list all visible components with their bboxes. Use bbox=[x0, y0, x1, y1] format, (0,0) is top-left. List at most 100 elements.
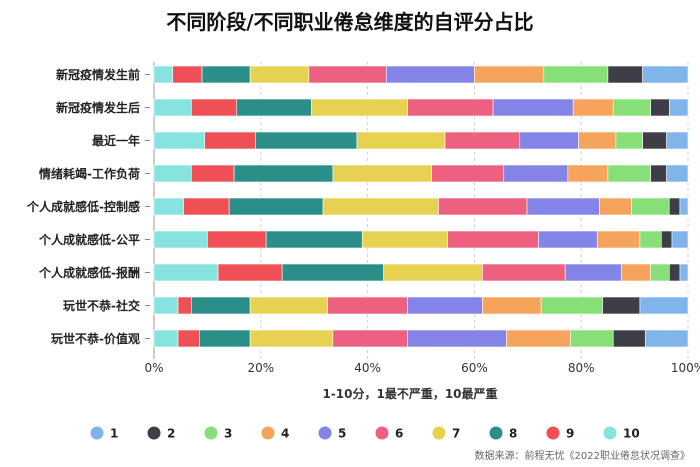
legend-swatch bbox=[375, 426, 389, 440]
category-label: 个人成就感低-报酬 bbox=[38, 265, 140, 280]
bar-segment bbox=[153, 263, 219, 282]
bar-segment bbox=[538, 230, 598, 249]
bar-segment bbox=[183, 197, 230, 216]
legend-swatch bbox=[147, 426, 161, 440]
bar-segment bbox=[671, 230, 689, 249]
bar-segment bbox=[607, 164, 651, 183]
bar-segment bbox=[540, 296, 603, 315]
bar-segment bbox=[249, 296, 328, 315]
bar-segment bbox=[543, 65, 609, 84]
bar-segment bbox=[666, 131, 689, 150]
bar-segment bbox=[526, 197, 600, 216]
legend-label: 5 bbox=[338, 427, 346, 441]
bar-segment bbox=[249, 65, 310, 84]
x-axis-ticks: 0% 20% 40% 60% 80% 100% bbox=[144, 361, 700, 375]
category-label: 玩世不恭-价值观 bbox=[51, 331, 140, 346]
bar-segment bbox=[492, 98, 574, 117]
bar-segment bbox=[322, 197, 439, 216]
bar-segment bbox=[407, 296, 483, 315]
bar-segment bbox=[596, 230, 641, 249]
bar-segment bbox=[506, 329, 571, 348]
bar-segment bbox=[177, 296, 192, 315]
bar-segment bbox=[236, 98, 312, 117]
bar-segment bbox=[564, 263, 622, 282]
bar-segment bbox=[570, 329, 614, 348]
category-label: 个人成就感低-控制感 bbox=[26, 199, 140, 214]
legend-label: 9 bbox=[566, 427, 574, 441]
legend-swatch bbox=[489, 426, 503, 440]
bar-segment bbox=[233, 164, 334, 183]
bar-segment bbox=[438, 197, 528, 216]
bar-segment bbox=[153, 164, 192, 183]
legend-swatch bbox=[603, 426, 617, 440]
bar-segment bbox=[332, 164, 432, 183]
legend-label: 7 bbox=[452, 427, 460, 441]
bar-segment bbox=[650, 164, 667, 183]
bar-segment bbox=[612, 329, 646, 348]
bars bbox=[153, 65, 689, 348]
bar-segment bbox=[444, 131, 521, 150]
x-tick-label: 100% bbox=[671, 361, 700, 375]
legend-label: 4 bbox=[281, 427, 289, 441]
source-note: 数据来源：前程无忧《2022职业倦怠状况调查》 bbox=[475, 449, 690, 462]
legend-label: 8 bbox=[509, 427, 517, 441]
bar-segment bbox=[228, 197, 324, 216]
bar-segment bbox=[311, 98, 408, 117]
bar-segment bbox=[615, 131, 643, 150]
category-label: 玩世不恭-社交 bbox=[63, 298, 140, 313]
bar-segment bbox=[572, 98, 614, 117]
bar-segment bbox=[327, 296, 408, 315]
bar-segment bbox=[669, 98, 689, 117]
bar-segment bbox=[153, 296, 179, 315]
bar-segment bbox=[153, 98, 192, 117]
bar-segment bbox=[602, 296, 641, 315]
bar-segment bbox=[153, 197, 184, 216]
bar-segment bbox=[191, 98, 238, 117]
legend-label: 3 bbox=[224, 427, 232, 441]
bar-segment bbox=[650, 263, 670, 282]
bar-segment bbox=[679, 263, 689, 282]
bar-segment bbox=[642, 131, 667, 150]
bar-segment bbox=[639, 230, 662, 249]
bar-segment bbox=[191, 296, 251, 315]
bar-segment bbox=[281, 263, 384, 282]
bar-segment bbox=[669, 263, 681, 282]
bar-segment bbox=[153, 131, 206, 150]
bar-segment bbox=[383, 263, 483, 282]
bar-segment bbox=[407, 329, 507, 348]
bar-segment bbox=[191, 164, 235, 183]
x-tick-label: 40% bbox=[354, 361, 381, 375]
bar-segment bbox=[217, 263, 283, 282]
x-tick-label: 60% bbox=[461, 361, 488, 375]
legend-swatch bbox=[204, 426, 218, 440]
bar-segment bbox=[503, 164, 569, 183]
bar-segment bbox=[153, 65, 173, 84]
bar-segment bbox=[361, 230, 449, 249]
legend-swatch bbox=[546, 426, 560, 440]
x-axis-label: 1-10分，1最不严重，10最严重 bbox=[322, 386, 497, 401]
bar-segment bbox=[172, 65, 203, 84]
bar-segment bbox=[668, 197, 681, 216]
bar-segment bbox=[612, 98, 651, 117]
legend-swatch bbox=[261, 426, 275, 440]
bar-segment bbox=[642, 65, 689, 84]
legend-swatch bbox=[432, 426, 446, 440]
bar-segment bbox=[607, 65, 643, 84]
legend: 1 2 3 4 5 6 7 8 9 10 bbox=[90, 426, 640, 441]
bar-segment bbox=[204, 131, 256, 150]
bar-segment bbox=[207, 230, 267, 249]
bar-segment bbox=[650, 98, 670, 117]
bar-segment bbox=[679, 197, 689, 216]
bar-segment bbox=[153, 230, 208, 249]
bar-segment bbox=[644, 329, 689, 348]
category-label: 新冠疫情发生前 bbox=[56, 67, 140, 82]
chart-title: 不同阶段/不同职业倦怠维度的自评分占比 bbox=[166, 10, 533, 34]
bar-segment bbox=[639, 296, 689, 315]
bar-segment bbox=[666, 164, 689, 183]
legend-label: 1 bbox=[110, 427, 118, 441]
category-labels: 新冠疫情发生前新冠疫情发生后最近一年情绪耗竭-工作负荷个人成就感低-控制感个人成… bbox=[26, 67, 150, 346]
bar-segment bbox=[308, 65, 387, 84]
legend-swatch bbox=[318, 426, 332, 440]
bar-segment bbox=[153, 329, 179, 348]
